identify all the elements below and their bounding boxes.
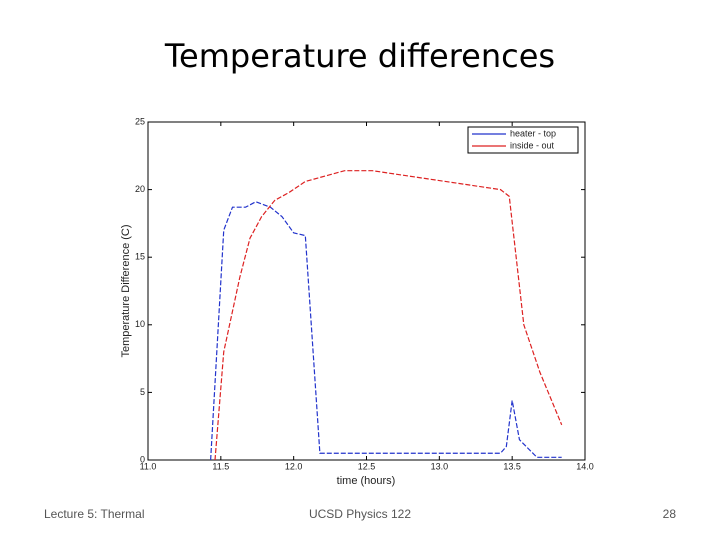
x-tick-label: 13.5 — [503, 461, 521, 471]
footer-left: Lecture 5: Thermal — [44, 507, 145, 521]
legend-label: inside - out — [510, 140, 555, 150]
y-tick-label: 15 — [135, 252, 145, 262]
x-tick-label: 14.0 — [576, 461, 594, 471]
x-axis-label: time (hours) — [337, 475, 396, 487]
chart-title: Temperature differences — [164, 37, 555, 75]
x-tick-label: 13.0 — [431, 461, 449, 471]
x-tick-label: 12.0 — [285, 461, 303, 471]
footer-center: UCSD Physics 122 — [309, 507, 411, 521]
legend-label: heater - top — [510, 128, 556, 138]
y-tick-label: 25 — [135, 116, 145, 126]
series-line — [214, 170, 563, 461]
y-tick-label: 10 — [135, 319, 145, 329]
x-tick-label: 11.5 — [212, 461, 229, 471]
series-line — [210, 201, 562, 461]
x-tick-label: 12.5 — [358, 461, 376, 471]
y-tick-label: 20 — [135, 184, 145, 194]
y-axis-label: Temperature Difference (C) — [120, 224, 132, 357]
legend-box — [467, 126, 579, 154]
footer-right: 28 — [663, 507, 677, 521]
x-tick-label: 11.0 — [140, 461, 157, 471]
y-tick-label: 5 — [140, 387, 145, 397]
y-tick-label: 0 — [140, 454, 145, 464]
